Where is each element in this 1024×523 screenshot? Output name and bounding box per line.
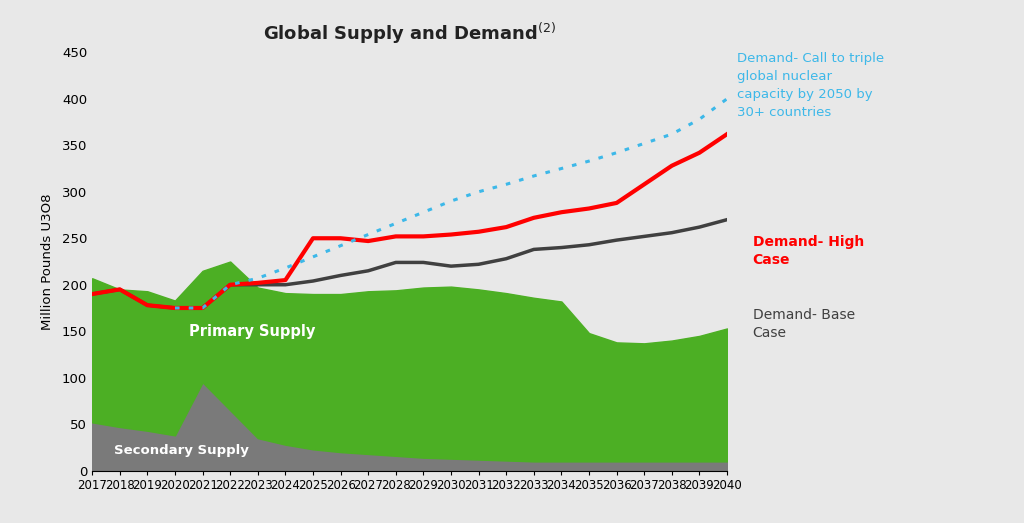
Text: Secondary Supply: Secondary Supply xyxy=(115,444,249,457)
Text: Demand- Base
Case: Demand- Base Case xyxy=(753,308,855,340)
Text: Demand- Call to triple
global nuclear
capacity by 2050 by
30+ countries: Demand- Call to triple global nuclear ca… xyxy=(737,52,885,119)
Text: Primary Supply: Primary Supply xyxy=(188,324,315,339)
Y-axis label: Million Pounds U3O8: Million Pounds U3O8 xyxy=(41,194,53,329)
Text: Global Supply and Demand$^{(2)}$: Global Supply and Demand$^{(2)}$ xyxy=(263,21,556,46)
Text: Demand- High
Case: Demand- High Case xyxy=(753,235,864,267)
